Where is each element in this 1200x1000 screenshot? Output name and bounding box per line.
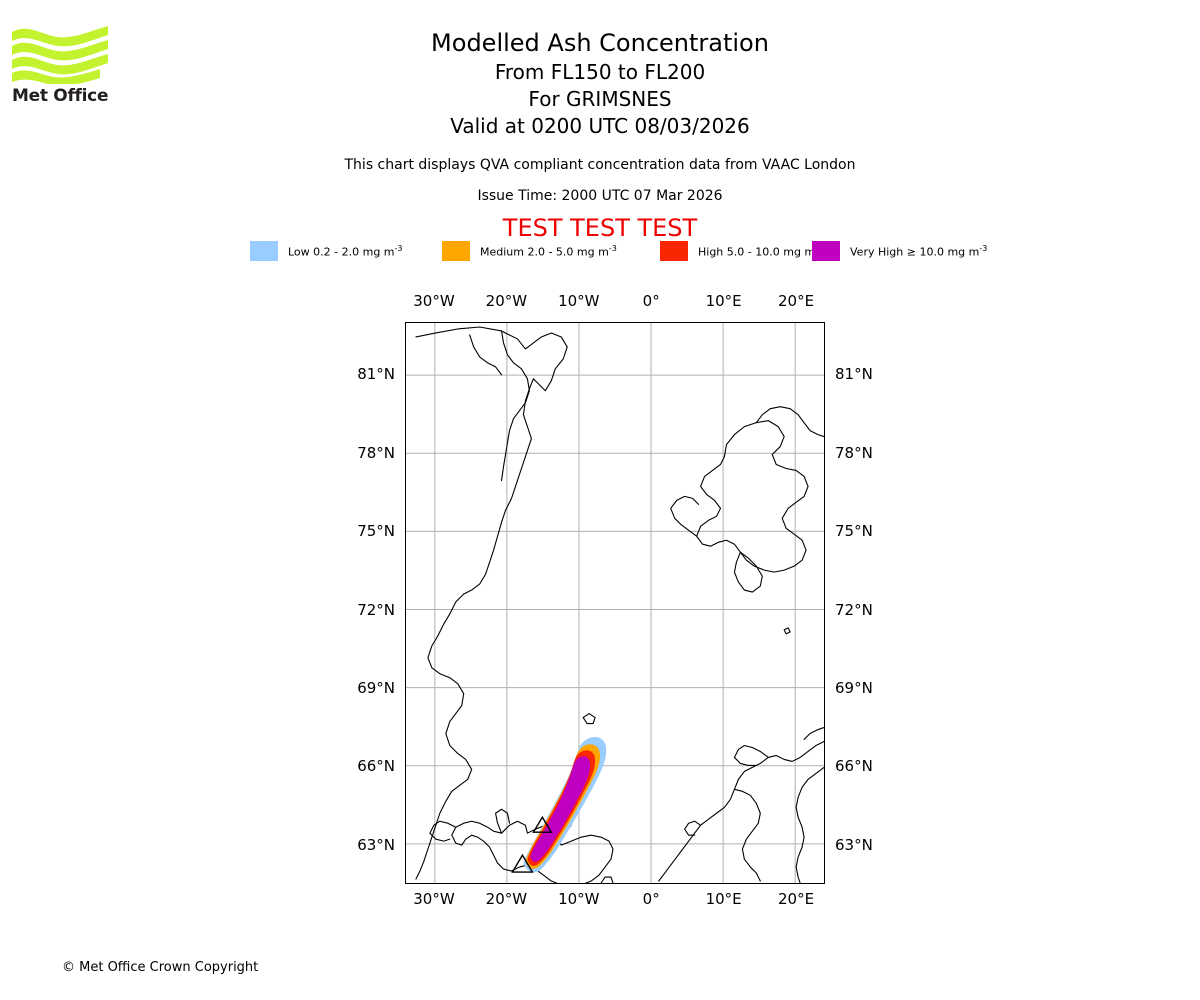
volcano-marker-triangle (511, 853, 534, 873)
met-office-logo-text: Met Office (12, 86, 109, 106)
met-office-wave-mark (12, 26, 108, 84)
legend-label-1: Medium 2.0 - 5.0 mg m-3 (480, 244, 617, 259)
lat-tick-label-right-2: 75°N (835, 522, 873, 541)
lat-tick-label-left-1: 78°N (357, 443, 395, 462)
coastline-svalbard-west-islands (670, 495, 700, 537)
coastline-norway-lofoten (733, 744, 769, 766)
lon-tick-label-top-4: 10°E (705, 292, 742, 310)
coastline-bear-island (783, 627, 791, 635)
lat-tick-label-right-6: 63°N (835, 835, 873, 854)
coastlines (415, 326, 824, 883)
coastline-norway-coastline-detail (684, 820, 702, 836)
legend-label-3: Very High ≥ 10.0 mg m-3 (850, 244, 988, 259)
lon-tick-label-bot-1: 20°W (485, 890, 528, 908)
volcano-name: For GRIMSNES (528, 87, 672, 111)
lon-tick-label-top-0: 30°W (413, 292, 455, 310)
legend-swatch-1 (442, 241, 470, 261)
coastline-greenland (415, 326, 568, 880)
lat-tick-label-right-5: 66°N (835, 757, 873, 776)
qva-note: This chart displays QVA compliant concen… (180, 155, 1020, 176)
coastline-norway-inner (795, 766, 824, 883)
ash-band-very-high (530, 756, 591, 862)
lon-tick-label-bot-3: 0° (642, 890, 660, 908)
lon-tick-label-top-3: 0° (642, 292, 660, 310)
valid-time: Valid at 0200 UTC 08/03/2026 (450, 114, 750, 138)
lat-tick-label-left-5: 66°N (357, 757, 395, 776)
coastline-svalbard (696, 420, 809, 573)
lon-tick-label-bot-4: 10°E (705, 890, 742, 908)
met-office-logo: Met Office (12, 26, 112, 114)
coastline-faroe-islands (600, 876, 614, 883)
lat-tick-label-left-2: 75°N (357, 522, 395, 541)
legend-item-2: High 5.0 - 10.0 mg m-3 (660, 240, 823, 262)
lat-tick-label-left-4: 69°N (357, 678, 395, 697)
lon-tick-label-bot-5: 20°E (777, 890, 815, 908)
lon-tick-label-top-1: 20°W (485, 292, 528, 310)
lat-tick-label-left-3: 72°N (357, 600, 395, 619)
map-frame (405, 322, 825, 884)
legend-label-0: Low 0.2 - 2.0 mg m-3 (288, 244, 403, 259)
coastline-kola (803, 727, 824, 741)
volcano-marker-triangle-secondary (532, 815, 553, 833)
map-gridlines (406, 323, 824, 883)
lat-tick-label-right-4: 69°N (835, 678, 873, 697)
issue-time: Issue Time: 2000 UTC 07 Mar 2026 (477, 188, 723, 204)
test-banner: TEST TEST TEST (502, 214, 698, 242)
legend-item-1: Medium 2.0 - 5.0 mg m-3 (442, 240, 617, 262)
ash-concentration-map (405, 322, 825, 884)
qva-note-text: This chart displays QVA compliant concen… (344, 157, 856, 173)
legend-item-0: Low 0.2 - 2.0 mg m-3 (250, 240, 403, 262)
lat-tick-label-right-1: 78°N (835, 443, 873, 462)
legend-item-3: Very High ≥ 10.0 mg m-3 (812, 240, 987, 262)
lon-tick-label-top-5: 20°E (777, 292, 815, 310)
chart-title-block: Modelled Ash Concentration From FL150 to… (180, 28, 1020, 140)
lat-tick-label-left-0: 81°N (357, 365, 395, 384)
concentration-legend: Low 0.2 - 2.0 mg m-3 Medium 2.0 - 5.0 mg … (250, 240, 990, 262)
legend-swatch-2 (660, 241, 688, 261)
coastline-norway-fjords-a (733, 788, 761, 882)
page-title: Modelled Ash Concentration (431, 29, 769, 57)
flight-level-range: From FL150 to FL200 (494, 60, 706, 84)
lon-tick-label-bot-2: 10°W (558, 890, 600, 908)
coastline-svalbard-edgeoya (733, 551, 763, 593)
coastline-svalbard-north (755, 406, 824, 438)
legend-swatch-0 (250, 241, 278, 261)
legend-label-2: High 5.0 - 10.0 mg m-3 (698, 244, 823, 259)
lat-tick-label-left-6: 63°N (357, 835, 395, 854)
copyright-notice: © Met Office Crown Copyright (62, 960, 259, 975)
coastline-greenland-inner-fjord (500, 330, 530, 481)
lat-tick-label-right-0: 81°N (835, 365, 873, 384)
coastline-iceland-north (495, 808, 511, 834)
lat-tick-label-right-3: 72°N (835, 600, 873, 619)
ash-plume (523, 737, 607, 873)
source-markers (511, 815, 553, 873)
lon-tick-label-bot-0: 30°W (413, 890, 455, 908)
coastline-greenland-notch (469, 334, 503, 376)
legend-swatch-3 (812, 241, 840, 261)
map-canvas (406, 323, 824, 883)
coastline-norway (658, 740, 824, 882)
coastline-iceland-westfjords (429, 820, 457, 842)
lon-tick-label-top-2: 10°W (558, 292, 600, 310)
coastline-jan-mayen (582, 713, 596, 725)
